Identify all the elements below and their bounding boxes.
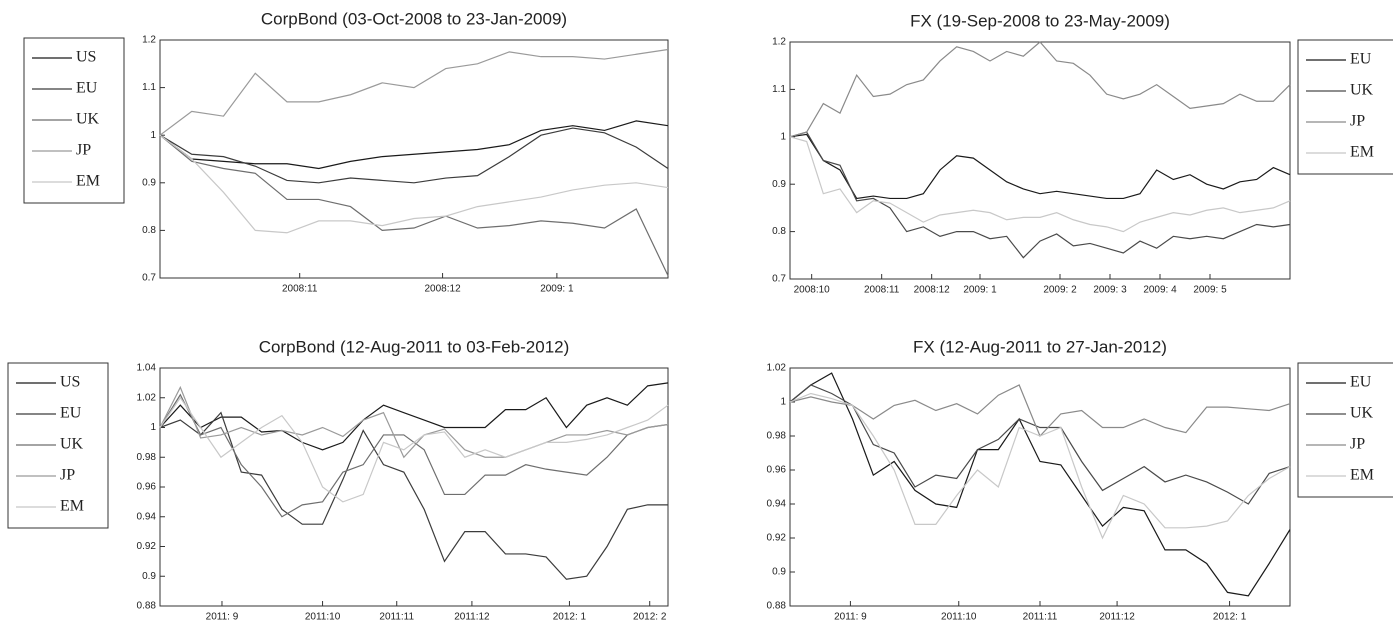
- legend-box: [1297, 362, 1393, 498]
- series-line: [159, 396, 669, 503]
- series-line: [159, 48, 669, 136]
- y-tick-label: 0.88: [767, 601, 787, 612]
- y-tick-label: 0.92: [137, 541, 157, 552]
- series-line: [789, 384, 1291, 505]
- series-line: [159, 411, 668, 580]
- x-tick-label: 2011:11: [1023, 612, 1058, 623]
- x-tick-label: 2012: 1: [1213, 612, 1247, 623]
- legend-label: JP: [1350, 436, 1365, 453]
- legend-label: EU: [1350, 374, 1372, 391]
- plot-frame: [789, 367, 1291, 607]
- legend-label: EM: [1350, 144, 1374, 161]
- y-tick-label: 0.96: [137, 482, 157, 493]
- legend-label: JP: [76, 142, 91, 159]
- y-tick-label: 0.94: [137, 511, 157, 522]
- series-line: [159, 385, 669, 459]
- chart-title: CorpBond (03-Oct-2008 to 23-Jan-2009): [261, 9, 567, 28]
- legend-label: UK: [1350, 405, 1374, 422]
- y-tick-label: 0.9: [772, 179, 786, 190]
- legend-label: EM: [60, 498, 84, 515]
- x-tick-label: 2012: 1: [553, 612, 587, 623]
- x-tick-label: 2011:11: [379, 612, 414, 623]
- plot-frame: [159, 39, 669, 279]
- legend-label: US: [76, 49, 96, 66]
- series-line: [159, 134, 669, 276]
- x-tick-label: 2011:12: [1099, 612, 1135, 623]
- y-tick-label: 0.98: [767, 431, 787, 442]
- x-tick-label: 2009: 1: [963, 285, 997, 296]
- legend-label: EU: [76, 80, 98, 97]
- legend-label: JP: [1350, 113, 1365, 130]
- series-line: [789, 133, 1291, 200]
- legend-label: EU: [60, 405, 82, 422]
- series-line: [789, 136, 1291, 233]
- y-tick-label: 1: [780, 131, 786, 142]
- x-tick-label: 2011:12: [454, 612, 490, 623]
- legend-label: EM: [1350, 467, 1374, 484]
- y-tick-label: 0.7: [772, 274, 786, 285]
- legend-label: JP: [60, 467, 75, 484]
- y-tick-label: 0.8: [772, 226, 786, 237]
- y-tick-label: 1: [150, 130, 156, 141]
- y-tick-label: 0.92: [767, 533, 787, 544]
- y-tick-label: 0.98: [137, 452, 157, 463]
- series-line: [159, 134, 669, 234]
- legend-label: US: [60, 374, 80, 391]
- chart-title: FX (19-Sep-2008 to 23-May-2009): [910, 11, 1170, 30]
- chart-title: FX (12-Aug-2011 to 27-Jan-2012): [913, 337, 1167, 356]
- y-tick-label: 1.02: [767, 363, 787, 374]
- x-tick-label: 2011: 9: [206, 612, 239, 623]
- x-tick-label: 2011:10: [941, 612, 977, 623]
- y-tick-label: 1.04: [137, 363, 157, 374]
- y-tick-label: 1.1: [772, 84, 786, 95]
- x-tick-label: 2009: 5: [1193, 285, 1227, 296]
- series-line: [789, 41, 1291, 138]
- x-tick-label: 2008:11: [282, 284, 318, 295]
- series-line: [789, 131, 1291, 259]
- x-tick-label: 2011: 9: [834, 612, 867, 623]
- legend-label: EM: [76, 173, 100, 190]
- legend-box: [1297, 39, 1393, 175]
- y-tick-label: 0.9: [142, 571, 156, 582]
- y-tick-label: 0.88: [137, 601, 157, 612]
- y-tick-label: 1.2: [772, 37, 786, 48]
- legend-label: UK: [76, 111, 100, 128]
- x-tick-label: 2008:12: [914, 285, 951, 296]
- y-tick-label: 0.8: [142, 225, 156, 236]
- series-line: [789, 372, 1291, 597]
- chart-title: CorpBond (12-Aug-2011 to 03-Feb-2012): [259, 337, 570, 356]
- series-line: [159, 127, 669, 184]
- y-tick-label: 0.9: [772, 567, 786, 578]
- x-tick-label: 2008:10: [794, 285, 831, 296]
- y-tick-label: 0.96: [767, 465, 787, 476]
- x-tick-label: 2011:10: [305, 612, 341, 623]
- x-tick-label: 2008:12: [424, 284, 461, 295]
- y-tick-label: 0.9: [142, 177, 156, 188]
- x-tick-label: 2012: 2: [633, 612, 667, 623]
- x-tick-label: 2009: 4: [1143, 285, 1177, 296]
- y-tick-label: 1.02: [137, 392, 157, 403]
- series-line: [159, 382, 669, 451]
- y-tick-label: 0.94: [767, 499, 787, 510]
- plot-frame: [159, 367, 669, 607]
- legend-label: UK: [60, 436, 84, 453]
- x-tick-label: 2009: 2: [1043, 285, 1077, 296]
- plot-frame: [789, 41, 1291, 280]
- y-tick-label: 0.7: [142, 273, 156, 284]
- legend-label: EU: [1350, 51, 1372, 68]
- series-line: [789, 392, 1291, 540]
- y-tick-label: 1.1: [142, 82, 156, 93]
- x-tick-label: 2009: 3: [1093, 285, 1127, 296]
- x-tick-label: 2008:11: [864, 285, 900, 296]
- y-tick-label: 1.2: [142, 35, 156, 46]
- x-tick-label: 2009: 1: [540, 284, 574, 295]
- legend-label: UK: [1350, 82, 1374, 99]
- y-tick-label: 1: [150, 422, 156, 433]
- y-tick-label: 1: [780, 397, 786, 408]
